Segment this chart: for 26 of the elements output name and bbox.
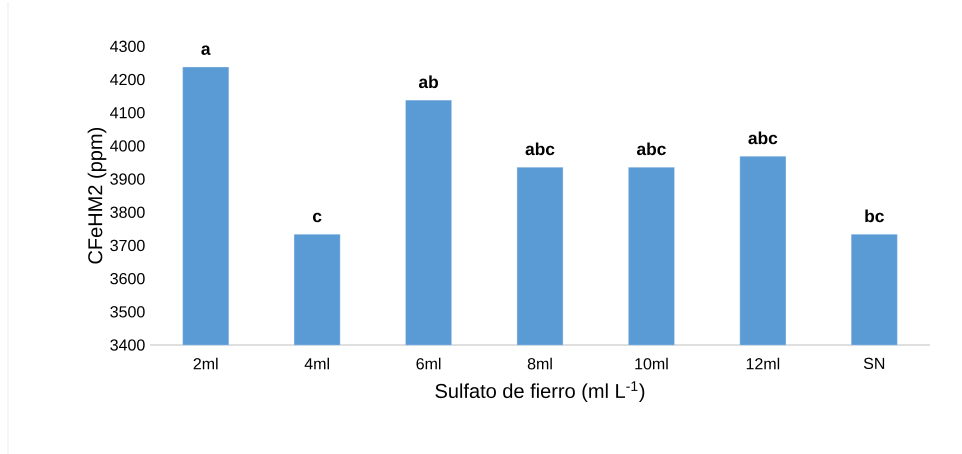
y-tick-label: 3800 (110, 206, 145, 218)
annotation: abc (637, 142, 666, 156)
y-tick-label: 4200 (110, 74, 145, 86)
y-tick-label: 4000 (110, 140, 145, 152)
annotation: bc (865, 209, 884, 222)
x-tick-label: 8ml (528, 358, 552, 370)
y-tick-label: 3500 (110, 306, 145, 318)
y-tick-label: 3400 (110, 339, 145, 351)
y-tick-label: 3700 (110, 240, 145, 252)
y-tick-label: 4300 (110, 40, 145, 52)
y-tick-label: 3600 (110, 272, 145, 284)
y-tick-label: 3900 (110, 173, 145, 185)
x-tick-label: 6ml (416, 358, 440, 370)
annotation: abc (526, 142, 554, 156)
x-tick-label: 4ml (304, 358, 329, 370)
x-tick-label: SN (864, 358, 884, 370)
x-tick-label: 12ml (746, 358, 780, 370)
x-axis-title: Sulfato de fierro (ml L$^{-1}$) (435, 381, 644, 402)
annotation: c (312, 212, 322, 222)
x-tick-label: 10ml (635, 358, 668, 370)
annotation: a (201, 45, 211, 55)
x-tick-label: 2ml (194, 358, 218, 370)
y-axis-title: CFeHM2 (ppm) (88, 128, 106, 264)
y-tick-label: 4100 (110, 107, 145, 118)
annotation: ab (418, 75, 438, 88)
annotation: abc (748, 132, 778, 144)
